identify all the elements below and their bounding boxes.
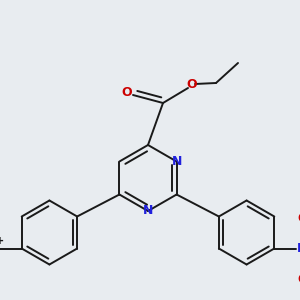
Text: O: O (122, 85, 132, 98)
Text: O: O (297, 273, 300, 286)
Text: N: N (297, 242, 300, 255)
Text: +: + (0, 236, 4, 245)
Text: N: N (143, 205, 153, 218)
Text: O: O (187, 77, 197, 91)
Text: N: N (171, 155, 182, 168)
Text: O: O (297, 212, 300, 225)
